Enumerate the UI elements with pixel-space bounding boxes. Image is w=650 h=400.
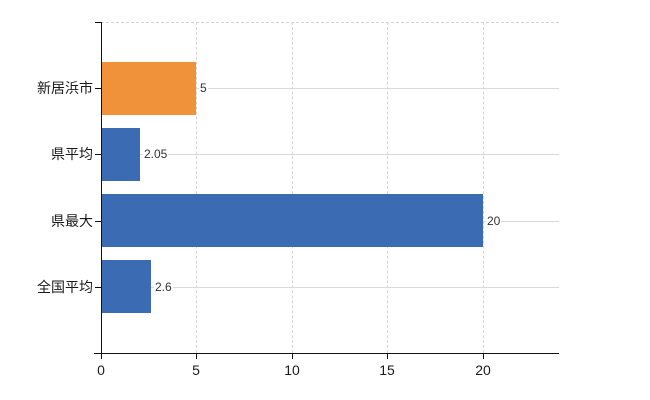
gridline-top-edge (101, 22, 559, 23)
bar[interactable] (102, 260, 151, 313)
x-axis-tick-label: 15 (379, 362, 395, 378)
category-label: 県平均 (51, 146, 93, 162)
gridline-horizontal (101, 88, 559, 89)
bar-value-label: 2.05 (143, 146, 169, 162)
x-axis-tick (101, 354, 102, 359)
y-axis-tick (95, 22, 101, 23)
x-axis-tick (292, 354, 293, 359)
x-axis-line (94, 353, 559, 354)
bar[interactable] (102, 128, 140, 181)
gridline-horizontal (101, 154, 559, 155)
y-axis-tick (95, 287, 101, 288)
x-axis-tick-label: 0 (97, 362, 105, 378)
gridline-horizontal (101, 287, 559, 288)
bar-value-label: 5 (199, 80, 208, 96)
y-axis-tick (95, 154, 101, 155)
y-axis-tick (95, 221, 101, 222)
x-axis-tick (387, 354, 388, 359)
category-label: 新居浜市 (37, 80, 93, 96)
x-axis-tick (196, 354, 197, 359)
x-axis-tick-label: 20 (475, 362, 491, 378)
gridline-vertical (483, 22, 484, 353)
x-axis-tick-label: 5 (192, 362, 200, 378)
bar[interactable] (102, 194, 483, 247)
category-label: 全国平均 (37, 279, 93, 295)
bar[interactable] (102, 62, 196, 115)
y-axis-tick (95, 88, 101, 89)
bar-value-label: 20 (486, 213, 502, 229)
x-axis-tick (483, 354, 484, 359)
y-axis-line (101, 22, 102, 354)
gridline-vertical (387, 22, 388, 353)
gridline-vertical (196, 22, 197, 353)
category-label: 県最大 (51, 213, 93, 229)
bar-value-label: 2.6 (154, 279, 173, 295)
gridline-vertical (292, 22, 293, 353)
x-axis-tick-label: 10 (284, 362, 300, 378)
